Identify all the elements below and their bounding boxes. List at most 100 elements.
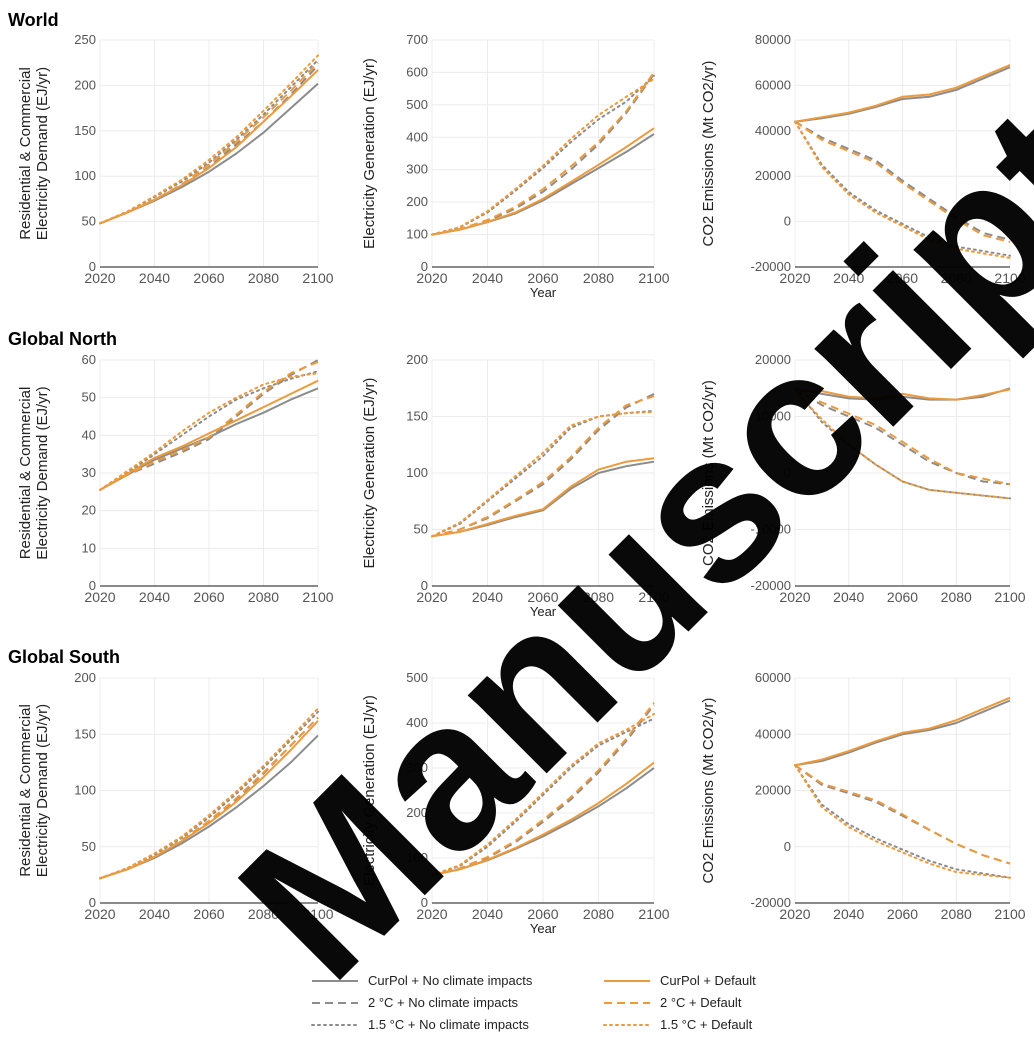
x-tick-label: 2100 xyxy=(302,270,333,286)
y-axis-label: Residential & Commercial xyxy=(17,387,34,560)
series-line: 1.5 °C + Default xyxy=(431,411,655,538)
y-tick-label: 40000 xyxy=(755,726,791,741)
series-line: 1.5 °C + Default xyxy=(431,713,655,877)
x-axis-label: Year xyxy=(530,604,557,619)
y-tick-label: 10000 xyxy=(755,409,791,424)
x-tick-label: 2060 xyxy=(193,270,224,286)
x-tick-label: 2020 xyxy=(779,270,810,286)
x-tick-label: 2040 xyxy=(833,906,864,922)
series-line: CurPol + Default xyxy=(431,127,655,236)
legend-label: 2 °C + No climate impacts xyxy=(368,995,519,1010)
series-line: CurPol + Default xyxy=(794,64,1011,123)
y-tick-label: 30 xyxy=(82,465,96,480)
y-tick-label: 80000 xyxy=(755,32,791,47)
legend-item: 1.5 °C + Default xyxy=(603,1017,753,1032)
y-axis-label: Electricity Generation (EJ/yr) xyxy=(361,695,378,886)
legend-item: CurPol + No climate impacts xyxy=(312,973,533,988)
series-line: 2 °C + Default xyxy=(794,390,1011,486)
x-tick-label: 2060 xyxy=(193,906,224,922)
y-tick-label: 200 xyxy=(74,77,96,92)
y-tick-label: 0 xyxy=(784,465,791,480)
y-tick-label: 150 xyxy=(74,123,96,138)
y-tick-label: 100 xyxy=(74,783,96,798)
series-line: 2 °C + Default xyxy=(99,360,319,491)
y-axis-label: Electricity Demand (EJ/yr) xyxy=(34,386,51,559)
y-tick-label: -20000 xyxy=(751,259,791,274)
y-tick-label: 40000 xyxy=(755,123,791,138)
panel-world-co2: -20000 0 20000 40000 60000 80000 2020 2040 2060 2… xyxy=(700,32,1026,286)
panel-north-generation: 0 50 100 150 200 2020 2040 2060 2080 2100 Year Elec… xyxy=(361,352,670,619)
y-tick-label: 0 xyxy=(89,895,96,910)
y-tick-label: -20000 xyxy=(751,578,791,593)
y-tick-label: 0 xyxy=(421,895,428,910)
y-axis-label: Electricity Generation (EJ/yr) xyxy=(361,378,378,569)
y-tick-label: 200 xyxy=(406,352,428,367)
legend-item: 2 °C + No climate impacts xyxy=(312,995,519,1010)
y-tick-label: 150 xyxy=(406,409,428,424)
y-tick-label: 0 xyxy=(784,214,791,229)
x-tick-label: 2040 xyxy=(833,270,864,286)
x-tick-label: 2040 xyxy=(139,270,170,286)
x-tick-label: 2080 xyxy=(941,906,972,922)
x-tick-label: 2020 xyxy=(779,589,810,605)
series-line: CurPol + Default xyxy=(794,696,1011,767)
x-tick-label: 2040 xyxy=(139,589,170,605)
x-tick-label: 2040 xyxy=(472,270,503,286)
y-tick-label: 300 xyxy=(406,162,428,177)
x-tick-label: 2060 xyxy=(193,589,224,605)
legend-label: 1.5 °C + Default xyxy=(660,1017,753,1032)
x-tick-label: 2080 xyxy=(248,270,279,286)
y-tick-label: 100 xyxy=(74,168,96,183)
legend-item: CurPol + Default xyxy=(604,973,756,988)
x-tick-label: 2060 xyxy=(887,906,918,922)
panel-south-demand: Global South 0 50 100 150 200 2020 2040 2060 2080… xyxy=(8,647,334,922)
y-tick-label: 50 xyxy=(82,214,96,229)
series-line: 1.5 °C + No climate impacts xyxy=(794,764,1011,879)
y-axis-label: CO2 Emissions (Mt CO2/yr) xyxy=(700,61,717,247)
y-axis-label: Residential & Commercial xyxy=(17,67,34,240)
series-line: 1.5 °C + No climate impacts xyxy=(794,387,1011,500)
series-line: 2 °C + Default xyxy=(99,716,319,880)
panel-north-demand: Global North 0 10 20 30 40 50 60 2020 2040 2060 208… xyxy=(8,329,334,605)
y-tick-label: 0 xyxy=(784,839,791,854)
y-tick-label: -10000 xyxy=(751,522,791,537)
row-title: Global North xyxy=(8,329,117,349)
series-line: CurPol + Default xyxy=(431,457,655,538)
y-tick-label: 0 xyxy=(89,259,96,274)
y-axis-label: Electricity Demand (EJ/yr) xyxy=(34,67,51,240)
x-tick-label: 2020 xyxy=(416,270,447,286)
series-line: 1.5 °C + Default xyxy=(99,707,319,880)
y-axis-label: Electricity Demand (EJ/yr) xyxy=(34,704,51,877)
x-tick-label: 2100 xyxy=(994,589,1025,605)
y-axis-label: CO2 Emissions (Mt CO2/yr) xyxy=(700,698,717,884)
y-tick-label: 20000 xyxy=(755,168,791,183)
y-tick-label: 250 xyxy=(74,32,96,47)
y-tick-label: 500 xyxy=(406,97,428,112)
y-tick-label: 300 xyxy=(406,760,428,775)
y-tick-label: 100 xyxy=(406,850,428,865)
x-tick-label: 2060 xyxy=(527,270,558,286)
x-tick-label: 2100 xyxy=(994,270,1025,286)
series-line: 1.5 °C + Default xyxy=(794,764,1011,879)
legend-label: 2 °C + Default xyxy=(660,995,742,1010)
x-tick-label: 2100 xyxy=(302,589,333,605)
legend-item: 2 °C + Default xyxy=(604,995,742,1010)
series-line: 2 °C + Default xyxy=(431,71,655,236)
series-line: CurPol + Default xyxy=(99,720,319,880)
series-line: 1.5 °C + No climate impacts xyxy=(431,717,655,877)
y-tick-label: -20000 xyxy=(751,895,791,910)
y-tick-label: 400 xyxy=(406,715,428,730)
y-tick-label: 60000 xyxy=(755,77,791,92)
x-tick-label: 2080 xyxy=(941,270,972,286)
x-axis-label: Year xyxy=(530,921,557,936)
x-tick-label: 2020 xyxy=(416,906,447,922)
x-tick-label: 2040 xyxy=(139,906,170,922)
legend: CurPol + No climate impacts CurPol + Defa… xyxy=(311,973,756,1032)
legend-item: 1.5 °C + No climate impacts xyxy=(311,1017,529,1032)
y-tick-label: 20000 xyxy=(755,783,791,798)
y-tick-label: 200 xyxy=(74,670,96,685)
y-tick-label: 60 xyxy=(82,352,96,367)
watermark-text: Manuscript xyxy=(196,64,1034,1022)
y-tick-label: 50 xyxy=(414,522,428,537)
